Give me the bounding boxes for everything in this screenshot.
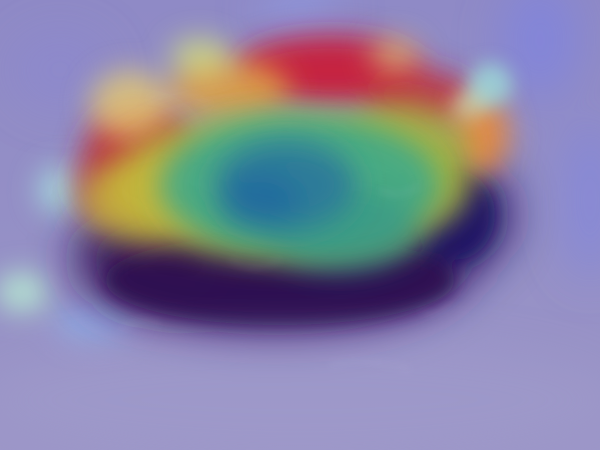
surface-fibers xyxy=(119,93,451,371)
background-glow xyxy=(10,0,600,280)
lower-wash xyxy=(0,340,600,450)
left-spots xyxy=(0,166,135,342)
cool-spot xyxy=(452,63,512,119)
core-zone xyxy=(215,140,355,230)
